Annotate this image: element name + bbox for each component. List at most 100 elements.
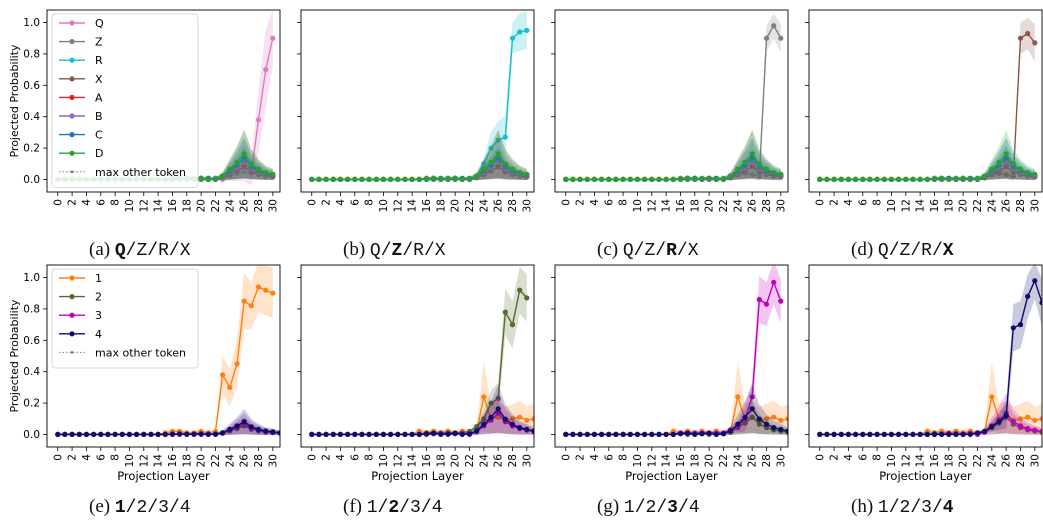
xtick-label: 0: [814, 199, 826, 206]
caption-token: Z: [136, 241, 148, 261]
point-3: [749, 394, 755, 400]
point-4: [771, 425, 777, 431]
point-4: [141, 431, 147, 437]
caption-token: X: [434, 241, 446, 261]
ytick-label: 0.0: [23, 429, 40, 441]
point-2: [495, 395, 501, 401]
caption-separator: /: [147, 498, 159, 518]
legend-label: max other token: [95, 166, 186, 179]
point-D: [699, 176, 705, 182]
caption-token: X: [942, 241, 954, 261]
point-4: [423, 431, 430, 437]
point-D: [517, 170, 523, 176]
point-4: [380, 431, 386, 437]
band-A: [565, 154, 781, 181]
band-B: [311, 146, 527, 181]
point-4: [184, 431, 190, 437]
xtick-label: 8: [364, 199, 376, 206]
point-4: [112, 431, 118, 437]
legend-marker: [69, 76, 75, 82]
point-1: [531, 416, 534, 422]
plot-area: [563, 13, 784, 182]
xtick-label: 18: [181, 454, 193, 467]
point-1: [255, 284, 262, 290]
band-B: [565, 146, 781, 181]
point-D: [205, 176, 211, 182]
point-Q: [241, 169, 247, 175]
caption-token: R: [666, 241, 677, 261]
caption-separator: /: [420, 498, 432, 518]
ytick-label: 0.0: [23, 174, 40, 186]
xtick-label: 28: [1015, 454, 1027, 467]
point-4: [1010, 325, 1016, 331]
point-D: [735, 166, 741, 172]
xtick-label: 14: [915, 199, 927, 213]
xtick-label: 10: [124, 199, 136, 212]
point-D: [634, 176, 641, 182]
legend-label: A: [95, 91, 103, 104]
point-D: [409, 176, 415, 182]
point-4: [495, 406, 501, 412]
caption-separator: /: [931, 498, 943, 518]
point-1: [989, 394, 995, 400]
point-4: [996, 419, 1002, 425]
xtick-label: 20: [196, 454, 208, 467]
xtick-label: 0: [306, 454, 318, 461]
axes-frame: [808, 9, 1043, 193]
point-D: [488, 159, 494, 165]
point-4: [831, 431, 837, 437]
xtick-label: 16: [421, 454, 433, 468]
point-4: [148, 431, 154, 437]
point-1: [1039, 416, 1042, 422]
xtick-label: 6: [603, 454, 615, 461]
point-4: [509, 421, 516, 427]
y-axis-label: Projected Probability: [8, 299, 21, 413]
band-A: [311, 154, 527, 181]
point-4: [960, 431, 966, 437]
point-X: [1003, 172, 1009, 178]
point-D: [570, 176, 576, 182]
xtick-label: 20: [196, 199, 208, 212]
point-4: [874, 431, 880, 437]
point-4: [931, 431, 938, 437]
band-3: [311, 393, 534, 436]
point-D: [591, 176, 598, 182]
point-4: [345, 431, 351, 437]
point-4: [323, 431, 329, 437]
point-D: [756, 161, 762, 167]
legend-label: 4: [95, 328, 102, 341]
xtick-label: 30: [521, 199, 533, 212]
point-4: [577, 431, 583, 437]
point-D: [974, 176, 981, 182]
legend-marker: [69, 294, 75, 300]
point-D: [620, 176, 626, 182]
point-D: [431, 175, 437, 181]
legend-marker: [69, 132, 75, 138]
band-D: [565, 129, 781, 181]
xtick-label: 24: [224, 454, 236, 468]
point-D: [445, 176, 451, 182]
xtick-label: 30: [521, 454, 533, 467]
x-axis-label: Projection Layer: [625, 469, 718, 483]
xtick-label: 4: [81, 199, 93, 206]
point-D: [853, 176, 859, 182]
point-D: [606, 176, 612, 182]
ytick-label: 1.0: [23, 272, 40, 284]
xtick-label: 12: [900, 454, 912, 467]
point-D: [931, 176, 938, 182]
point-D: [817, 176, 823, 182]
xtick-label: 30: [1029, 454, 1041, 467]
xtick-label: 24: [986, 454, 998, 468]
point-4: [584, 431, 590, 437]
x-axis-label: Projection Layer: [117, 469, 210, 483]
xtick-label: 26: [493, 454, 505, 468]
point-1: [509, 416, 516, 422]
caption-separator: /: [888, 498, 900, 518]
point-4: [563, 431, 569, 437]
point-4: [706, 430, 712, 436]
point-4: [642, 431, 648, 437]
point-2: [509, 322, 516, 328]
legend-label: 3: [95, 309, 102, 322]
point-D: [563, 176, 569, 182]
point-D: [996, 159, 1002, 165]
